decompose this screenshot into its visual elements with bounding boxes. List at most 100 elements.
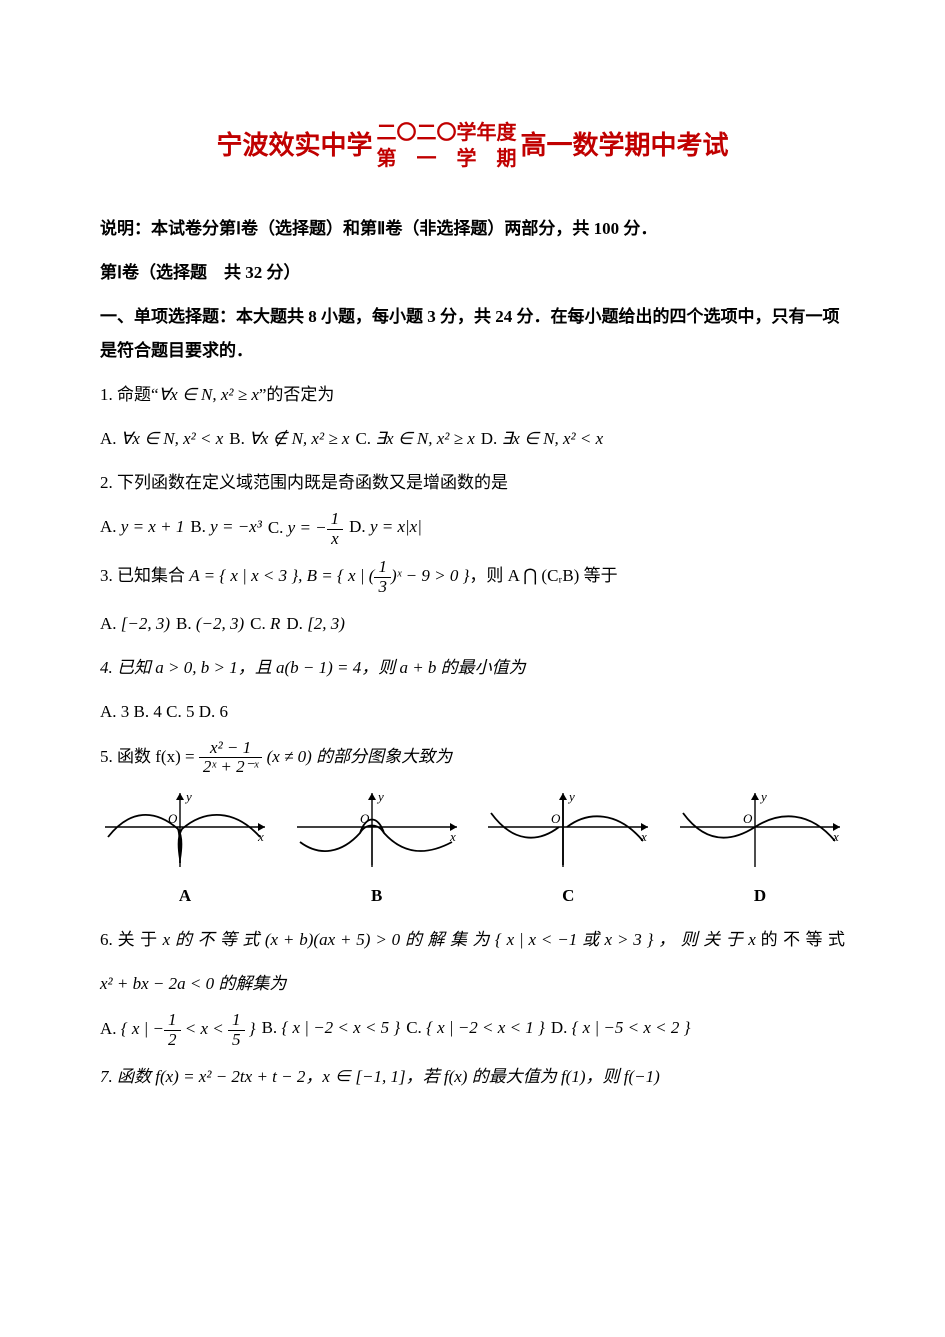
q4-options: A. 3 B. 4 C. 5 D. 6 bbox=[100, 695, 845, 729]
section1-header: 第Ⅰ卷（选择题 共 32 分） bbox=[100, 256, 845, 290]
q2-optA: A. y = x + 1 bbox=[100, 510, 184, 548]
q3-optB: B. (−2, 3) bbox=[176, 607, 244, 641]
q5-num: x² − 1 bbox=[199, 739, 263, 759]
q6-B-math: { x | −2 < x < 5 } bbox=[281, 1018, 400, 1037]
graph-C-y: y bbox=[567, 789, 575, 804]
q3-pre: 3. 已知集合 bbox=[100, 566, 189, 585]
graph-C-svg: y x O bbox=[483, 787, 653, 877]
q1-optB: B. ∀x ∉ N, x² ≥ x bbox=[229, 422, 349, 456]
q3-optD: D. [2, 3) bbox=[286, 607, 345, 641]
q2-stem: 2. 下列函数在定义域范围内既是奇函数又是增函数的是 bbox=[100, 466, 845, 500]
q2-C-den: x bbox=[327, 530, 344, 549]
q6-options: A. { x | −12 < x < 15 } B. { x | −2 < x … bbox=[100, 1011, 845, 1049]
q1-stem-prefix: 1. 命题“ bbox=[100, 385, 159, 404]
q2-optB: B. y = −x³ bbox=[190, 510, 261, 548]
graph-D-label: D bbox=[675, 879, 845, 913]
graph-D-x: x bbox=[832, 829, 839, 844]
q6-line1: 6. 关 于 x 的 不 等 式 (x + b)(ax + 5) > 0 的 解… bbox=[100, 923, 845, 957]
q6-A-d1: 2 bbox=[164, 1031, 181, 1050]
q2-C-num: 1 bbox=[327, 510, 344, 530]
title-mid-bottom: 第 一 学 期 bbox=[377, 146, 517, 172]
graph-A-y: y bbox=[184, 789, 192, 804]
graph-A-o: O bbox=[168, 811, 178, 826]
q6-A-mid: < x < bbox=[181, 1019, 229, 1038]
q2-A-math: y = x + 1 bbox=[121, 517, 185, 536]
graph-A-label: A bbox=[100, 879, 270, 913]
q6-A-n2: 1 bbox=[228, 1011, 245, 1031]
graph-A: y x O A bbox=[100, 787, 270, 913]
graph-B-svg: y x O bbox=[292, 787, 462, 877]
graph-C-right bbox=[567, 816, 643, 841]
q1-optD: D. ∃x ∈ N, x² < x bbox=[481, 422, 603, 456]
q1-optA: A. ∀x ∈ N, x² < x bbox=[100, 422, 223, 456]
graph-A-x: x bbox=[257, 829, 264, 844]
q3-B-pre: B = { x | ( bbox=[307, 566, 375, 585]
title-mid-top: 二〇二〇学年度 bbox=[377, 120, 517, 146]
title-right: 高一数学期中考试 bbox=[521, 120, 729, 172]
q6-optB: B. { x | −2 < x < 5 } bbox=[262, 1011, 401, 1049]
q6-l1-x2: x bbox=[748, 930, 756, 949]
graph-C-x: x bbox=[640, 829, 647, 844]
q6-A-math: { x | −12 < x < 15 } bbox=[121, 1019, 256, 1038]
q3-B-post: )ˣ − 9 > 0 } bbox=[391, 566, 469, 585]
q3-D-math: [2, 3) bbox=[307, 614, 345, 633]
graph-D: y x O D bbox=[675, 787, 845, 913]
q3-options: A. [−2, 3) B. (−2, 3) C. R D. [2, 3) bbox=[100, 607, 845, 641]
q3-B-den: 3 bbox=[374, 578, 391, 597]
graph-C: y x O C bbox=[483, 787, 653, 913]
q1-B-math: ∀x ∉ N, x² ≥ x bbox=[249, 429, 349, 448]
q3-optC: C. R bbox=[250, 607, 280, 641]
q5-pre: 5. 函数 f(x) = bbox=[100, 747, 199, 766]
graph-A-curve1 bbox=[108, 815, 260, 859]
graph-B-y: y bbox=[376, 789, 384, 804]
q1-D-math: ∃x ∈ N, x² < x bbox=[502, 429, 604, 448]
q1-stem-math: ∀x ∈ N, x² ≥ x bbox=[159, 385, 259, 404]
q3-optA: A. [−2, 3) bbox=[100, 607, 170, 641]
graph-D-o: O bbox=[743, 811, 753, 826]
graph-B-x: x bbox=[449, 829, 456, 844]
graph-C-label: C bbox=[483, 879, 653, 913]
q6-C-math: { x | −2 < x < 1 } bbox=[426, 1018, 545, 1037]
graph-B-o: O bbox=[360, 811, 370, 826]
q4-stem-text: 4. 已知 a > 0, b > 1，且 a(b − 1) = 4，则 a + … bbox=[100, 658, 526, 677]
q3-B-set: B = { x | (13)ˣ − 9 > 0 } bbox=[307, 566, 470, 585]
mcq-header: 一、单项选择题：本大题共 8 小题，每小题 3 分，共 24 分．在每小题给出的… bbox=[100, 300, 845, 368]
q3-C-math: R bbox=[270, 614, 280, 633]
q6-l1-pre: 6. 关 于 bbox=[100, 930, 163, 949]
q2-D-math: y = x|x| bbox=[370, 517, 422, 536]
q6-l1-x: x bbox=[163, 930, 171, 949]
graph-C-o: O bbox=[551, 811, 561, 826]
instructions: 说明：本试卷分第Ⅰ卷（选择题）和第Ⅱ卷（非选择题）两部分，共 100 分． bbox=[100, 212, 845, 246]
q2-C-pre: y = − bbox=[288, 518, 327, 537]
q6-A-n1: 1 bbox=[164, 1011, 181, 1031]
q1-options: A. ∀x ∈ N, x² < x B. ∀x ∉ N, x² ≥ x C. ∃… bbox=[100, 422, 845, 456]
q2-C-math: y = −1x bbox=[288, 518, 344, 537]
q2-optC: C. y = −1x bbox=[268, 510, 343, 548]
q6-A-post: } bbox=[245, 1019, 256, 1038]
q1-stem-suffix: ”的否定为 bbox=[259, 385, 335, 404]
q1-C-math: ∃x ∈ N, x² ≥ x bbox=[375, 429, 474, 448]
q5-stem: 5. 函数 f(x) = x² − 12ˣ + 2⁻ˣ (x ≠ 0) 的部分图… bbox=[100, 739, 845, 777]
graph-C-left bbox=[491, 813, 559, 838]
graph-A-svg: y x O bbox=[100, 787, 270, 877]
q5-den: 2ˣ + 2⁻ˣ bbox=[199, 758, 263, 777]
q1-A-math: ∀x ∈ N, x² < x bbox=[121, 429, 223, 448]
q3-B-num: 1 bbox=[374, 558, 391, 578]
q6-optD: D. { x | −5 < x < 2 } bbox=[551, 1011, 691, 1049]
q6-optC: C. { x | −2 < x < 1 } bbox=[406, 1011, 545, 1049]
graph-D-y: y bbox=[759, 789, 767, 804]
graph-B: y x O B bbox=[292, 787, 462, 913]
title-row: 宁波效实中学 二〇二〇学年度 第 一 学 期 高一数学期中考试 bbox=[100, 120, 845, 172]
q5-graphs: y x O A y x O B bbox=[100, 787, 845, 913]
title-mid: 二〇二〇学年度 第 一 学 期 bbox=[377, 120, 517, 172]
title-left: 宁波效实中学 bbox=[216, 120, 372, 172]
q2-B-math: y = −x³ bbox=[210, 517, 262, 536]
q1-optC: C. ∃x ∈ N, x² ≥ x bbox=[355, 422, 474, 456]
q6-optA: A. { x | −12 < x < 15 } bbox=[100, 1011, 256, 1049]
q3-tail: ，则 A ⋂ (CᵣB) 等于 bbox=[469, 566, 617, 585]
q3-B-math: (−2, 3) bbox=[196, 614, 244, 633]
q5-post: (x ≠ 0) 的部分图象大致为 bbox=[262, 747, 452, 766]
exam-page: 宁波效实中学 二〇二〇学年度 第 一 学 期 高一数学期中考试 说明：本试卷分第… bbox=[0, 0, 945, 1337]
q2-options: A. y = x + 1 B. y = −x³ C. y = −1x D. y … bbox=[100, 510, 845, 548]
q3-A-math: [−2, 3) bbox=[121, 614, 170, 633]
